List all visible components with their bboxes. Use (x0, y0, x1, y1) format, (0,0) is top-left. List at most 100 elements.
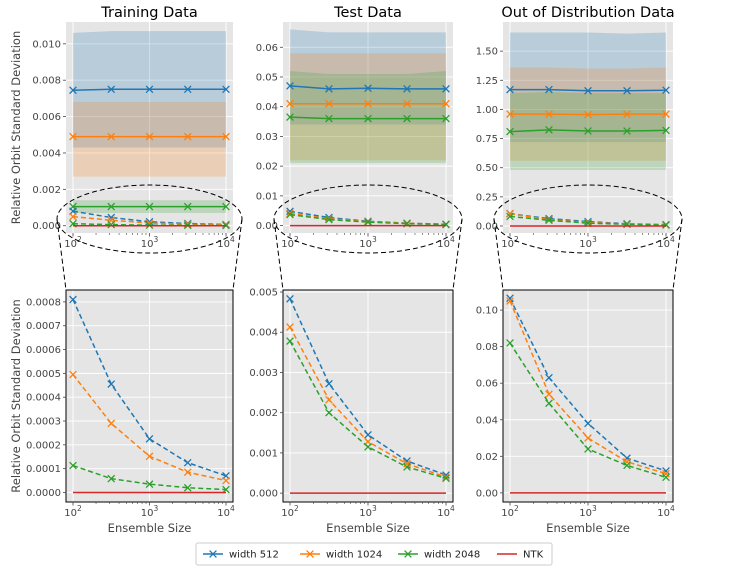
point-width-1024 (69, 132, 77, 141)
point-width-1024 (506, 297, 514, 305)
point-width-1024 (286, 323, 294, 331)
y-tick-label: 0.003 (249, 368, 278, 379)
point-width-1024 (584, 434, 592, 442)
point-width-1024 (145, 452, 154, 461)
point-width-2048 (107, 220, 116, 229)
point-width-2048 (286, 337, 294, 345)
band-width-1024 (73, 102, 226, 177)
point-width-512 (69, 207, 77, 216)
y-tick-label: 1.50 (476, 47, 498, 58)
y-tick-label: 0.10 (476, 306, 498, 317)
x-tick-label: 102 (64, 235, 82, 250)
point-width-1024 (506, 110, 514, 118)
point-width-2048 (442, 114, 450, 123)
zoom-connector-right (672, 218, 683, 291)
point-width-2048 (222, 202, 230, 211)
zoom-connector-right (452, 218, 463, 291)
zoom-connector-left (273, 218, 284, 291)
point-width-512 (145, 85, 154, 94)
point-width-512 (442, 85, 450, 93)
legend-label: width 512 (229, 550, 279, 561)
panel-bottom-middle: 0.000 0.001 0.002 0.003 0.004 0.005 102 103 104 E… (249, 288, 455, 535)
legend-label: width 2048 (424, 550, 480, 561)
y-tick-label: 0.010 (32, 39, 61, 50)
y-tick-label: 0.001 (249, 448, 278, 459)
y-tick-label: 0.04 (256, 102, 278, 113)
panel-top-middle: 0.00 0.01 0.02 0.03 0.04 0.05 0.06 102 103 104 Tes… (256, 5, 463, 291)
zoom-connector-left (493, 218, 504, 291)
band-width-1024 (290, 53, 446, 161)
point-width-2048 (325, 215, 333, 224)
x-tick-label: 103 (579, 235, 597, 250)
y-tick-label: 0.03 (256, 132, 278, 143)
legend-marker (306, 550, 314, 558)
y-tick-label: 0.008 (32, 76, 61, 87)
point-width-2048 (145, 480, 154, 488)
point-width-512 (325, 379, 333, 388)
point-width-2048 (442, 474, 450, 483)
x-tick-label: 104 (657, 504, 675, 519)
point-width-2048 (69, 461, 77, 470)
point-width-512 (183, 85, 192, 94)
point-width-512 (107, 380, 116, 388)
point-width-2048 (364, 114, 372, 123)
point-width-512 (364, 430, 372, 439)
point-width-2048 (506, 127, 514, 136)
point-width-2048 (662, 473, 670, 482)
x-tick-label: 102 (501, 504, 519, 519)
y-tick-label: 0.0004 (26, 393, 61, 404)
point-width-1024 (183, 468, 192, 477)
point-width-512 (364, 84, 372, 93)
y-tick-label: 0.0005 (26, 369, 61, 380)
y-tick-label: 0.00 (476, 222, 498, 233)
point-width-512 (325, 85, 333, 93)
x-tick-label: 104 (217, 504, 235, 519)
point-width-2048 (286, 210, 294, 219)
point-width-512 (286, 82, 294, 90)
series-width-1024-dashed (509, 300, 667, 475)
point-width-1024 (325, 395, 333, 404)
x-tick-label: 103 (141, 235, 159, 250)
point-width-1024 (442, 473, 450, 481)
y-tick-label: 1.25 (476, 76, 498, 87)
point-width-2048 (403, 114, 411, 123)
point-width-1024 (69, 370, 77, 379)
point-width-2048 (183, 202, 192, 211)
point-width-1024 (222, 132, 230, 141)
point-width-1024 (403, 459, 411, 468)
point-width-2048 (623, 461, 631, 470)
y-tick-label: 0.00 (476, 488, 498, 499)
point-width-1024 (325, 99, 333, 108)
y-tick-label: 0.0002 (26, 440, 61, 451)
point-width-2048 (325, 408, 333, 417)
point-width-512 (403, 457, 411, 465)
point-width-1024 (545, 390, 553, 399)
point-width-1024 (364, 99, 372, 108)
legend-item: NTK (497, 550, 544, 561)
y-tick-label: 0.50 (476, 163, 498, 174)
point-width-2048 (545, 399, 553, 408)
point-width-1024 (442, 99, 450, 108)
x-tick-label: 103 (141, 504, 159, 519)
point-width-1024 (584, 110, 592, 119)
x-tick-label: 102 (501, 235, 519, 250)
point-width-1024 (183, 220, 192, 229)
y-tick-label: 0.004 (249, 328, 278, 339)
point-width-1024 (145, 132, 154, 141)
y-tick-label: 0.000 (32, 221, 61, 232)
point-width-512 (107, 85, 116, 94)
series-width-512-dashed (289, 298, 447, 476)
point-width-512 (145, 435, 154, 443)
y-tick-label: 0.25 (476, 192, 498, 203)
series-width-512-dashed (72, 299, 227, 477)
point-width-1024 (286, 99, 294, 108)
point-width-2048 (506, 212, 514, 221)
x-tick-label: 104 (437, 504, 455, 519)
y-tick-label: 0.06 (476, 379, 498, 390)
y-tick-label: 0.000 (249, 489, 278, 500)
point-width-1024 (545, 110, 553, 118)
x-tick-label: 103 (359, 504, 377, 519)
x-axis-label: Ensemble Size (326, 521, 410, 535)
series-width-2048-dashed (289, 213, 447, 226)
